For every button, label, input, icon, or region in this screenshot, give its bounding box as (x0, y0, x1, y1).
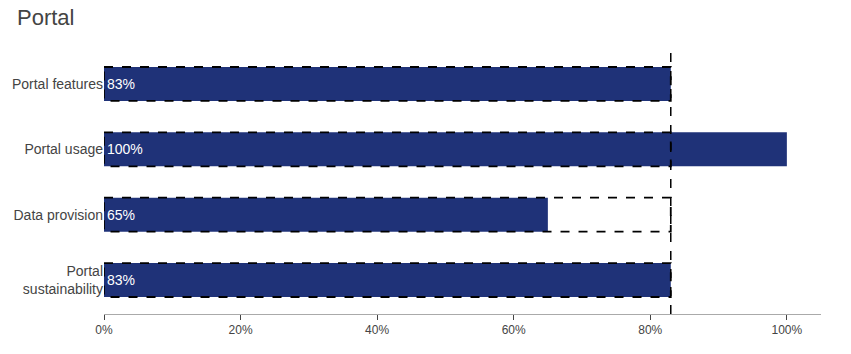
svg-text:40%: 40% (365, 323, 389, 337)
svg-text:80%: 80% (638, 323, 662, 337)
svg-text:Data provision: Data provision (14, 207, 104, 223)
svg-text:100%: 100% (107, 141, 143, 157)
svg-text:0%: 0% (95, 323, 113, 337)
svg-text:100%: 100% (772, 323, 803, 337)
svg-text:Portalsustainability: Portalsustainability (23, 263, 103, 297)
svg-text:Portal features: Portal features (12, 76, 103, 92)
svg-text:Portal: Portal (17, 5, 74, 30)
svg-text:65%: 65% (107, 207, 135, 223)
svg-text:83%: 83% (107, 76, 135, 92)
svg-text:20%: 20% (229, 323, 253, 337)
svg-text:Portal usage: Portal usage (24, 141, 103, 157)
svg-text:60%: 60% (502, 323, 526, 337)
svg-text:83%: 83% (107, 272, 135, 288)
